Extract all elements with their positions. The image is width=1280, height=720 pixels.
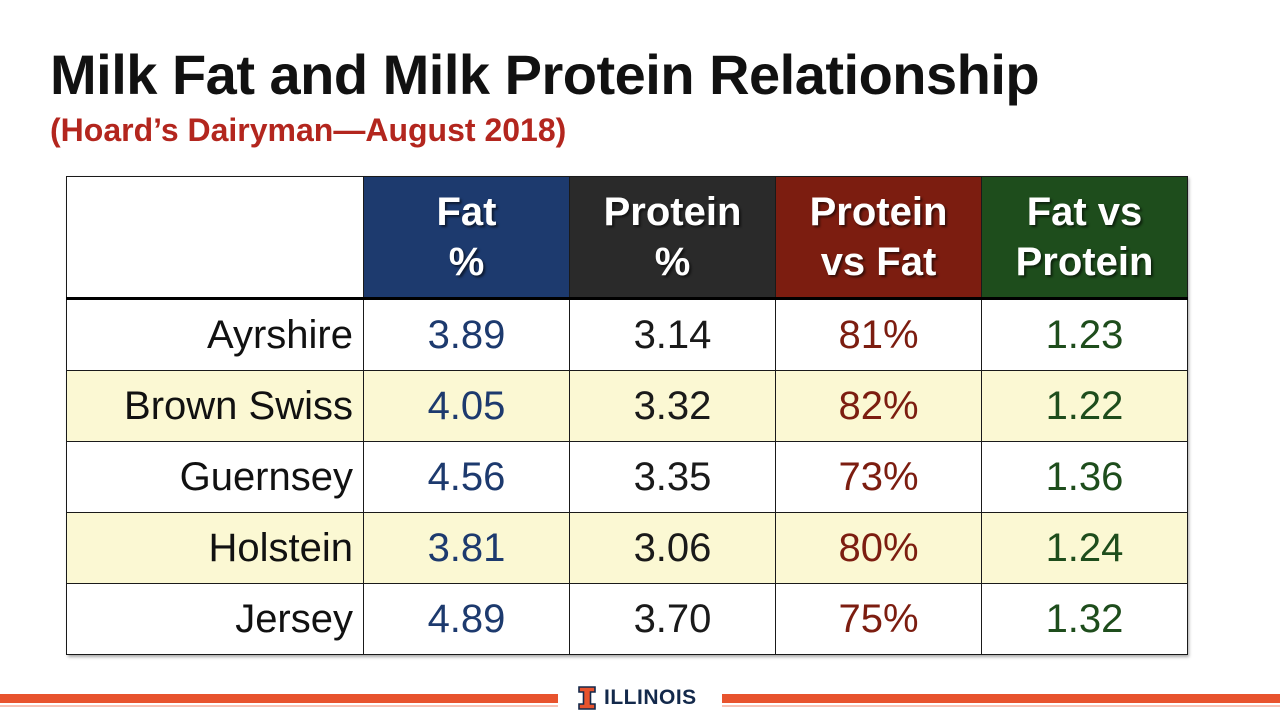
- fat-value: 4.89: [363, 583, 570, 655]
- header-blank-cell: [66, 176, 364, 299]
- header-fat-vs-protein: Fat vs Protein: [981, 176, 1188, 299]
- fat-vs-protein-value: 1.32: [981, 583, 1188, 655]
- breed-comparison-table: Fat % Protein % Protein vs Fat Fat vs Pr…: [66, 176, 1188, 655]
- logo-text: ILLINOIS: [604, 686, 697, 709]
- header-fat-percent: Fat %: [363, 176, 570, 299]
- protein-vs-fat-value: 75%: [775, 583, 982, 655]
- breed-name: Guernsey: [66, 441, 364, 513]
- fat-vs-protein-value: 1.36: [981, 441, 1188, 513]
- illinois-logo: ILLINOIS: [578, 686, 697, 710]
- breed-table-container: Fat % Protein % Protein vs Fat Fat vs Pr…: [66, 176, 1188, 655]
- slide-title: Milk Fat and Milk Protein Relationship: [50, 43, 1040, 106]
- protein-value: 3.06: [569, 512, 776, 584]
- table-row: Jersey 4.89 3.70 75% 1.32: [66, 583, 1188, 655]
- fat-vs-protein-value: 1.22: [981, 370, 1188, 442]
- protein-vs-fat-value: 80%: [775, 512, 982, 584]
- fat-value: 4.56: [363, 441, 570, 513]
- protein-value: 3.35: [569, 441, 776, 513]
- table-header-row: Fat % Protein % Protein vs Fat Fat vs Pr…: [66, 176, 1188, 299]
- slide-footer: ILLINOIS: [0, 684, 1280, 720]
- fat-value: 4.05: [363, 370, 570, 442]
- table-row: Ayrshire 3.89 3.14 81% 1.23: [66, 298, 1188, 371]
- breed-name: Brown Swiss: [66, 370, 364, 442]
- protein-vs-fat-value: 82%: [775, 370, 982, 442]
- protein-vs-fat-value: 73%: [775, 441, 982, 513]
- fat-vs-protein-value: 1.24: [981, 512, 1188, 584]
- block-i-icon: [578, 686, 596, 710]
- table-row: Guernsey 4.56 3.35 73% 1.36: [66, 441, 1188, 513]
- protein-value: 3.14: [569, 298, 776, 371]
- table-row: Holstein 3.81 3.06 80% 1.24: [66, 512, 1188, 584]
- breed-name: Holstein: [66, 512, 364, 584]
- header-protein-percent: Protein %: [569, 176, 776, 299]
- protein-value: 3.32: [569, 370, 776, 442]
- fat-vs-protein-value: 1.23: [981, 298, 1188, 371]
- footer-bar-left: [0, 694, 558, 707]
- fat-value: 3.89: [363, 298, 570, 371]
- header-protein-vs-fat: Protein vs Fat: [775, 176, 982, 299]
- slide-subtitle: (Hoard’s Dairyman—August 2018): [50, 112, 567, 148]
- protein-value: 3.70: [569, 583, 776, 655]
- footer-bar-right: [722, 694, 1280, 707]
- protein-vs-fat-value: 81%: [775, 298, 982, 371]
- breed-name: Ayrshire: [66, 298, 364, 371]
- fat-value: 3.81: [363, 512, 570, 584]
- table-row: Brown Swiss 4.05 3.32 82% 1.22: [66, 370, 1188, 442]
- breed-name: Jersey: [66, 583, 364, 655]
